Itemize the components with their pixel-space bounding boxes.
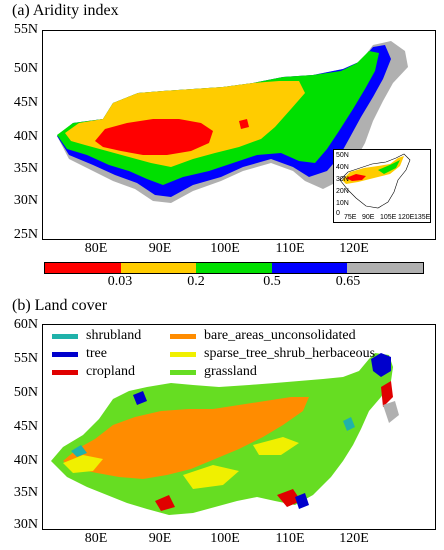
legend-item-tree: tree [52,346,107,362]
landcover-tree-patch [371,353,391,377]
panel-b-lat-label: 60N [13,317,38,332]
inset-lat-label: 0 [336,210,340,217]
colorbar-swatch-gray [347,263,423,273]
panel-a-lat-label: 35N [13,161,38,176]
panel-a-lat-label: 45N [13,95,38,110]
panel-a-lat-label: 30N [13,193,38,208]
colorbar-swatch-red [45,263,121,273]
panel-a-lat-label: 25N [13,227,38,242]
panel-a-lon-label: 120E [339,241,369,256]
panel-a-lat-label: 50N [13,61,38,76]
colorbar-swatch-green [196,263,272,273]
landcover-cropland-patch [381,381,393,407]
landcover-sparse-tree-patch [183,465,239,489]
panel-b-lat-label: 50N [13,385,38,400]
inset-lat-label: 40N [336,164,349,171]
panel-b-lat-label: 55N [13,351,38,366]
panel-a-lat-label: 55N [13,22,38,37]
legend-item-shrubland: shrubland [52,328,141,344]
legend-swatch [52,369,78,375]
colorbar-tick-label: 0.5 [263,274,281,289]
colorbar-swatch-blue [271,263,348,273]
aridity-colorbar [44,262,424,274]
inset-study-area-red [346,174,366,181]
landcover-unclassified [383,401,399,423]
inset-lon-label: 120E [398,214,415,221]
inset-lat-label: 30N [336,176,349,183]
panel-b-lat-label: 40N [13,453,38,468]
legend-label: sparse_tree_shrub_herbaceous [204,346,376,361]
panel-b-map [42,324,436,530]
panel-a-lat-label: 40N [13,129,38,144]
panel-a-lon-label: 80E [84,241,108,256]
inset-lon-label: 75E [344,214,357,221]
legend-label: bare_areas_unconsolidated [204,328,356,343]
panel-a-lon-label: 100E [210,241,240,256]
legend-swatch [52,351,78,357]
legend-item-cropland: cropland [52,364,135,380]
landcover-shrubland-patch [343,417,355,431]
panel-b-lat-label: 35N [13,485,38,500]
panel-b-title: (b) Land cover [12,297,108,314]
panel-b-lon-label: 80E [84,531,108,546]
inset-china-outline [339,153,411,209]
panel-a-lon-label: 110E [275,241,305,256]
landcover-sparse-tree-patch [63,455,103,473]
landcover-cropland-patch [277,489,301,507]
legend-label: tree [86,346,107,361]
landcover-map-svg [51,353,399,515]
aridity-map-svg [57,41,408,203]
panel-b-lon-label: 110E [275,531,305,546]
panel-a-lon-label: 90E [148,241,172,256]
china-inset-map: 50N 40N 30N 20N 10N 0 75E 90E 105E 120E … [333,149,431,223]
colorbar-tick-label: 0.65 [335,274,361,289]
panel-b-lon-label: 100E [210,531,240,546]
inset-study-area-green [378,160,400,174]
legend-item-sparse-tree: sparse_tree_shrub_herbaceous [170,346,375,362]
panel-a-map: 50N 40N 30N 20N 10N 0 75E 90E 105E 120E … [42,30,436,240]
panel-b-lat-label: 30N [13,517,38,532]
aridity-region-red [95,119,213,155]
legend-swatch [170,369,196,375]
inset-svg [339,153,411,209]
legend-label: cropland [86,364,135,379]
inset-lon-label: 90E [362,214,375,221]
legend-label: grassland [204,364,257,379]
panel-b-lon-label: 90E [148,531,172,546]
panel-b-lat-label: 45N [13,419,38,434]
colorbar-swatch-yellow [120,263,197,273]
landcover-tree-patch [295,493,309,509]
aridity-region-red-small [239,119,249,129]
inset-lat-label: 50N [336,152,349,159]
legend-swatch [52,333,78,339]
landcover-cropland-patch [155,495,175,511]
colorbar-tick-label: 0.03 [107,274,133,289]
landcover-shrubland-patch [71,445,87,457]
legend-item-grassland: grassland [170,364,257,380]
legend-label: shrubland [86,328,142,343]
inset-lat-label: 10N [336,200,349,207]
inset-lat-label: 20N [336,188,349,195]
legend-swatch [170,351,196,357]
legend-swatch [170,333,196,339]
colorbar-tick-label: 0.2 [187,274,205,289]
panel-a-title: (a) Aridity index [12,2,119,19]
inset-lon-label: 135E [414,214,431,221]
panel-b-lon-label: 120E [339,531,369,546]
landcover-tree-patch [133,391,147,405]
landcover-sparse-tree-patch [253,437,299,455]
inset-lon-label: 105E [380,214,397,221]
legend-item-bare-areas: bare_areas_unconsolidated [170,328,356,344]
landcover-bare-areas [63,397,309,479]
